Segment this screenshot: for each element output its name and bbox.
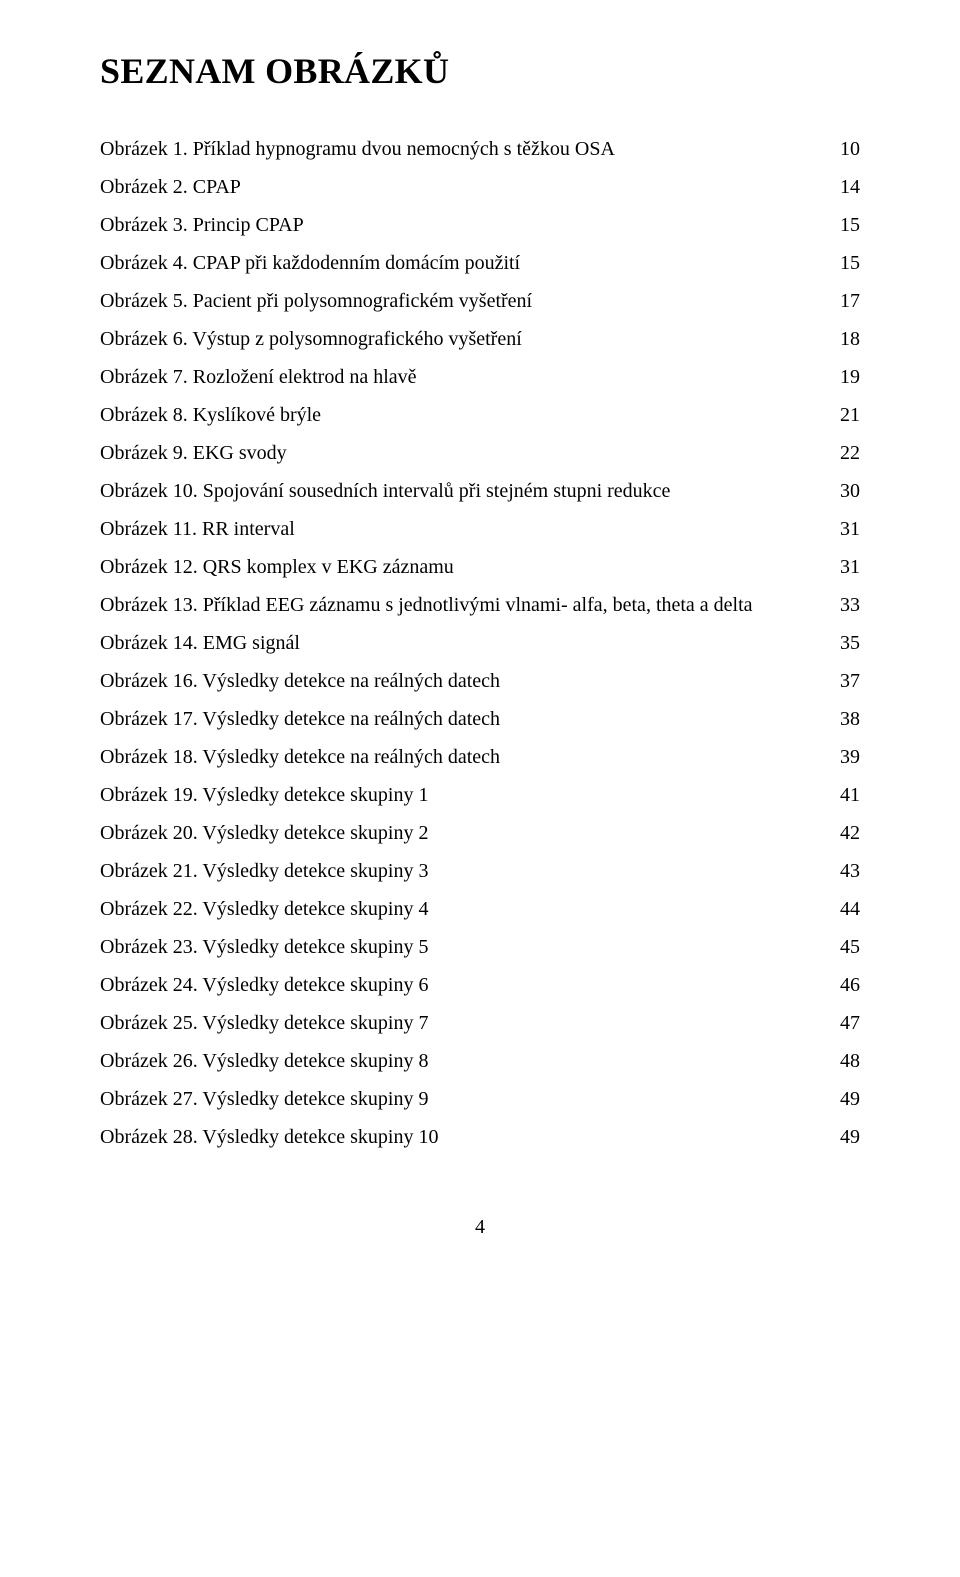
- list-item: Obrázek 6. Výstup z polysomnografického …: [100, 320, 860, 358]
- list-item: Obrázek 10. Spojování sousedních interva…: [100, 472, 860, 510]
- entry-label: Obrázek 6. Výstup z polysomnografického …: [100, 320, 830, 358]
- entry-page: 19: [830, 358, 860, 396]
- entry-page: 15: [830, 244, 860, 282]
- list-item: Obrázek 11. RR interval31: [100, 510, 860, 548]
- entry-page: 22: [830, 434, 860, 472]
- entry-label: Obrázek 17. Výsledky detekce na reálných…: [100, 700, 830, 738]
- entry-label: Obrázek 3. Princip CPAP: [100, 206, 830, 244]
- page-number: 4: [100, 1216, 860, 1239]
- entry-page: 18: [830, 320, 860, 358]
- list-item: Obrázek 5. Pacient při polysomnografické…: [100, 282, 860, 320]
- entry-label: Obrázek 18. Výsledky detekce na reálných…: [100, 738, 830, 776]
- entry-label: Obrázek 10. Spojování sousedních interva…: [100, 472, 830, 510]
- list-item: Obrázek 12. QRS komplex v EKG záznamu31: [100, 548, 860, 586]
- entry-page: 47: [830, 1004, 860, 1042]
- figure-list: Obrázek 1. Příklad hypnogramu dvou nemoc…: [100, 130, 860, 1156]
- entry-page: 42: [830, 814, 860, 852]
- entry-label: Obrázek 13. Příklad EEG záznamu s jednot…: [100, 586, 830, 624]
- entry-page: 30: [830, 472, 860, 510]
- entry-label: Obrázek 19. Výsledky detekce skupiny 1: [100, 776, 830, 814]
- list-item: Obrázek 16. Výsledky detekce na reálných…: [100, 662, 860, 700]
- entry-page: 31: [830, 548, 860, 586]
- list-item: Obrázek 28. Výsledky detekce skupiny 104…: [100, 1118, 860, 1156]
- list-item: Obrázek 18. Výsledky detekce na reálných…: [100, 738, 860, 776]
- list-item: Obrázek 24. Výsledky detekce skupiny 646: [100, 966, 860, 1004]
- list-item: Obrázek 21. Výsledky detekce skupiny 343: [100, 852, 860, 890]
- entry-page: 21: [830, 396, 860, 434]
- entry-page: 10: [830, 130, 860, 168]
- entry-label: Obrázek 20. Výsledky detekce skupiny 2: [100, 814, 830, 852]
- list-item: Obrázek 8. Kyslíkové brýle21: [100, 396, 860, 434]
- entry-label: Obrázek 7. Rozložení elektrod na hlavě: [100, 358, 830, 396]
- entry-page: 43: [830, 852, 860, 890]
- list-item: Obrázek 9. EKG svody22: [100, 434, 860, 472]
- list-item: Obrázek 1. Příklad hypnogramu dvou nemoc…: [100, 130, 860, 168]
- entry-label: Obrázek 5. Pacient při polysomnografické…: [100, 282, 830, 320]
- page-title: SEZNAM OBRÁZKŮ: [100, 50, 860, 92]
- list-item: Obrázek 19. Výsledky detekce skupiny 141: [100, 776, 860, 814]
- entry-page: 37: [830, 662, 860, 700]
- entry-label: Obrázek 9. EKG svody: [100, 434, 830, 472]
- entry-page: 45: [830, 928, 860, 966]
- entry-page: 35: [830, 624, 860, 662]
- entry-page: 41: [830, 776, 860, 814]
- list-item: Obrázek 20. Výsledky detekce skupiny 242: [100, 814, 860, 852]
- list-item: Obrázek 2. CPAP14: [100, 168, 860, 206]
- entry-page: 48: [830, 1042, 860, 1080]
- list-item: Obrázek 4. CPAP při každodenním domácím …: [100, 244, 860, 282]
- list-item: Obrázek 22. Výsledky detekce skupiny 444: [100, 890, 860, 928]
- entry-label: Obrázek 14. EMG signál: [100, 624, 830, 662]
- entry-page: 49: [830, 1118, 860, 1156]
- entry-page: 14: [830, 168, 860, 206]
- list-item: Obrázek 23. Výsledky detekce skupiny 545: [100, 928, 860, 966]
- entry-page: 17: [830, 282, 860, 320]
- list-item: Obrázek 26. Výsledky detekce skupiny 848: [100, 1042, 860, 1080]
- entry-label: Obrázek 22. Výsledky detekce skupiny 4: [100, 890, 830, 928]
- entry-label: Obrázek 4. CPAP při každodenním domácím …: [100, 244, 830, 282]
- entry-page: 33: [830, 586, 860, 624]
- list-item: Obrázek 17. Výsledky detekce na reálných…: [100, 700, 860, 738]
- entry-page: 44: [830, 890, 860, 928]
- entry-label: Obrázek 27. Výsledky detekce skupiny 9: [100, 1080, 830, 1118]
- entry-label: Obrázek 28. Výsledky detekce skupiny 10: [100, 1118, 830, 1156]
- entry-label: Obrázek 11. RR interval: [100, 510, 830, 548]
- document-page: SEZNAM OBRÁZKŮ Obrázek 1. Příklad hypnog…: [0, 0, 960, 1577]
- list-item: Obrázek 3. Princip CPAP15: [100, 206, 860, 244]
- entry-label: Obrázek 25. Výsledky detekce skupiny 7: [100, 1004, 830, 1042]
- entry-page: 31: [830, 510, 860, 548]
- entry-label: Obrázek 16. Výsledky detekce na reálných…: [100, 662, 830, 700]
- list-item: Obrázek 14. EMG signál35: [100, 624, 860, 662]
- entry-label: Obrázek 12. QRS komplex v EKG záznamu: [100, 548, 830, 586]
- list-item: Obrázek 7. Rozložení elektrod na hlavě19: [100, 358, 860, 396]
- entry-page: 49: [830, 1080, 860, 1118]
- entry-label: Obrázek 2. CPAP: [100, 168, 830, 206]
- entry-page: 46: [830, 966, 860, 1004]
- entry-page: 38: [830, 700, 860, 738]
- entry-label: Obrázek 26. Výsledky detekce skupiny 8: [100, 1042, 830, 1080]
- entry-label: Obrázek 1. Příklad hypnogramu dvou nemoc…: [100, 130, 830, 168]
- list-item: Obrázek 25. Výsledky detekce skupiny 747: [100, 1004, 860, 1042]
- entry-label: Obrázek 23. Výsledky detekce skupiny 5: [100, 928, 830, 966]
- entry-page: 39: [830, 738, 860, 776]
- entry-label: Obrázek 24. Výsledky detekce skupiny 6: [100, 966, 830, 1004]
- list-item: Obrázek 27. Výsledky detekce skupiny 949: [100, 1080, 860, 1118]
- entry-page: 15: [830, 206, 860, 244]
- entry-label: Obrázek 21. Výsledky detekce skupiny 3: [100, 852, 830, 890]
- list-item: Obrázek 13. Příklad EEG záznamu s jednot…: [100, 586, 860, 624]
- entry-label: Obrázek 8. Kyslíkové brýle: [100, 396, 830, 434]
